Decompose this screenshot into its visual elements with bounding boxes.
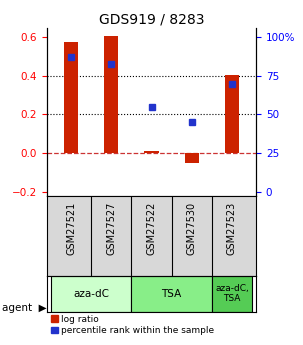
Legend: log ratio, percentile rank within the sample: log ratio, percentile rank within the sa… bbox=[52, 315, 215, 335]
Text: GSM27530: GSM27530 bbox=[187, 202, 197, 255]
Bar bbox=[51, 276, 132, 312]
Text: aza-dC: aza-dC bbox=[73, 288, 109, 298]
Text: aza-dC,
TSA: aza-dC, TSA bbox=[215, 284, 249, 303]
Bar bbox=[145, 151, 158, 153]
Text: GSM27522: GSM27522 bbox=[146, 202, 157, 255]
Bar bbox=[212, 276, 252, 312]
Text: GSM27523: GSM27523 bbox=[227, 202, 237, 255]
Bar bbox=[104, 36, 118, 153]
Bar bbox=[132, 276, 212, 312]
Text: GSM27527: GSM27527 bbox=[106, 202, 116, 255]
Bar bbox=[225, 75, 239, 153]
Title: GDS919 / 8283: GDS919 / 8283 bbox=[99, 12, 204, 27]
Text: agent  ▶: agent ▶ bbox=[2, 303, 46, 313]
Bar bbox=[64, 42, 78, 153]
Text: TSA: TSA bbox=[161, 288, 182, 298]
Text: GSM27521: GSM27521 bbox=[66, 202, 76, 255]
Bar bbox=[185, 153, 199, 163]
